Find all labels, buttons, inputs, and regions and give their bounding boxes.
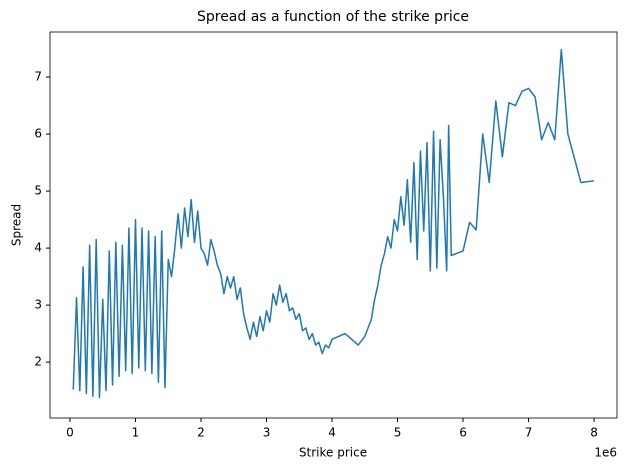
y-tick-label: 5 [34,184,42,198]
x-tick-label: 4 [328,426,336,440]
plot-frame [49,31,618,419]
chart-title: Spread as a function of the strike price [197,9,469,25]
x-tick-label: 6 [459,426,467,440]
x-tick-label: 5 [394,426,402,440]
y-tick-label: 7 [34,70,42,84]
y-tick-label: 3 [34,298,42,312]
y-axis-label: Spread [10,204,24,246]
x-offset-label: 1e6 [594,446,617,460]
x-axis-label: Strike price [299,446,367,460]
x-tick-label: 3 [263,426,271,440]
x-tick-label: 7 [525,426,533,440]
y-tick-label: 4 [34,241,42,255]
x-tick-label: 0 [66,426,74,440]
y-tick-label: 2 [34,355,42,369]
y-tick-label: 6 [34,127,42,141]
x-tick-label: 2 [197,426,205,440]
x-tick-label: 1 [132,426,140,440]
x-tick-label: 8 [590,426,598,440]
data-line [72,48,595,399]
